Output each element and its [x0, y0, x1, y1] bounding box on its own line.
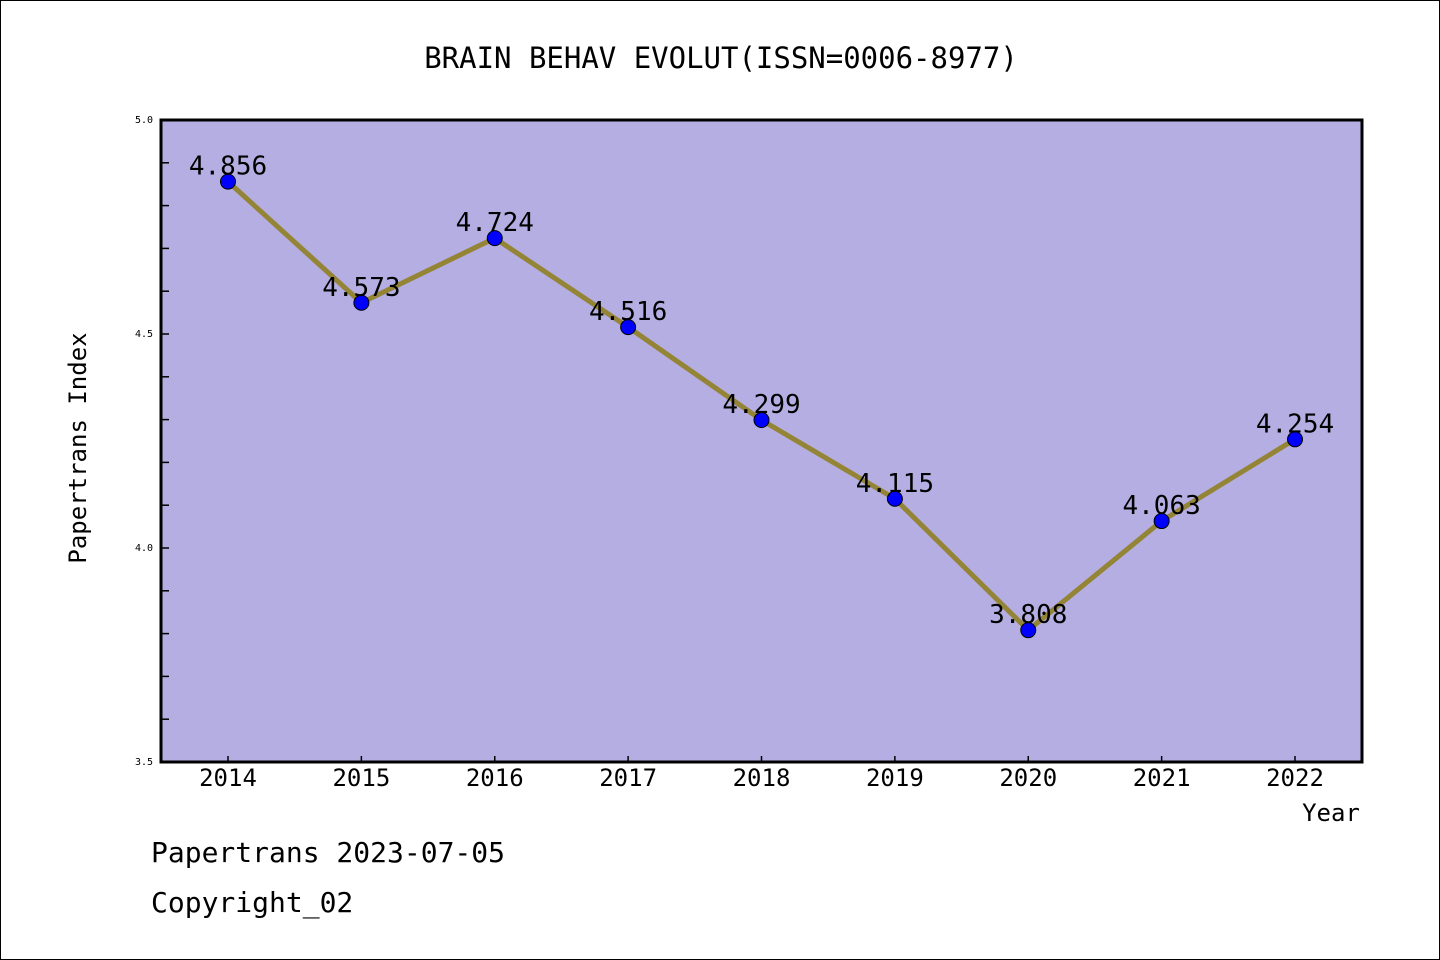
plot-area	[161, 120, 1362, 762]
data-label: 3.808	[989, 600, 1067, 630]
x-tick-label: 2017	[599, 764, 657, 792]
data-point	[486, 230, 503, 247]
x-axis-label: Year	[1302, 799, 1360, 827]
x-tick-label: 2020	[999, 764, 1057, 792]
data-point	[1153, 513, 1170, 530]
y-tick-label: 4.5	[135, 329, 153, 340]
x-tick-label: 2019	[866, 764, 924, 792]
data-label: 4.724	[456, 208, 534, 238]
y-tick-label: 4.0	[135, 543, 153, 554]
plot-frame	[159, 118, 1364, 764]
x-tick-label: 2014	[199, 764, 257, 792]
footer-copyright: Copyright_02	[151, 886, 354, 919]
x-tick-label: 2016	[466, 764, 524, 792]
chart-title: BRAIN BEHAV EVOLUT(ISSN=0006-8977)	[424, 41, 1018, 75]
data-point	[753, 412, 770, 429]
data-point	[1020, 622, 1037, 639]
data-label: 4.115	[856, 469, 934, 499]
data-point	[353, 294, 370, 311]
x-tick-label: 2018	[733, 764, 791, 792]
data-label: 4.516	[589, 297, 667, 327]
y-axis-label: Papertrans Index	[64, 332, 92, 563]
x-tick-label: 2021	[1133, 764, 1191, 792]
data-label: 4.573	[322, 273, 400, 303]
y-tick-label: 5.0	[135, 115, 153, 126]
y-tick-label: 3.5	[135, 757, 153, 768]
data-point	[220, 173, 236, 190]
x-tick-label: 2015	[332, 764, 390, 792]
data-point	[886, 490, 903, 507]
data-label: 4.063	[1122, 491, 1200, 521]
x-tick-label: 2022	[1266, 764, 1324, 792]
data-point	[620, 319, 637, 336]
data-label: 4.856	[189, 152, 267, 182]
data-point	[1287, 431, 1303, 448]
footer-date: Papertrans 2023-07-05	[151, 836, 506, 869]
data-label: 4.254	[1256, 409, 1334, 439]
data-label: 4.299	[722, 390, 800, 420]
